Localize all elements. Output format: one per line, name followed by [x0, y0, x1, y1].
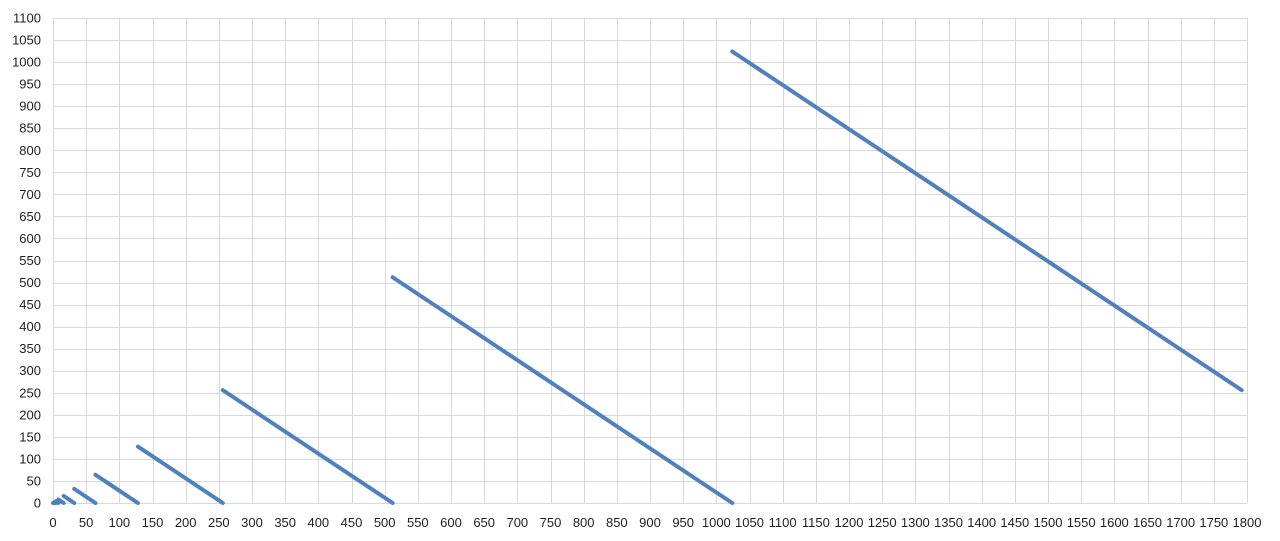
x-tick-label: 450 — [341, 515, 363, 530]
x-tick-label: 1300 — [901, 515, 930, 530]
x-tick-label: 1750 — [1199, 515, 1228, 530]
y-tick-label: 350 — [19, 341, 41, 356]
x-tick-label: 350 — [274, 515, 296, 530]
x-tick-label: 750 — [540, 515, 562, 530]
y-tick-label: 650 — [19, 209, 41, 224]
axes: 0501001502002503003504004505005506006507… — [12, 11, 1261, 531]
y-tick-label: 150 — [19, 429, 41, 444]
x-tick-label: 200 — [175, 515, 197, 530]
y-tick-label: 500 — [19, 275, 41, 290]
y-tick-label: 1000 — [12, 55, 41, 70]
x-tick-label: 500 — [374, 515, 396, 530]
x-tick-label: 700 — [506, 515, 528, 530]
y-tick-label: 1050 — [12, 33, 41, 48]
x-tick-label: 1400 — [967, 515, 996, 530]
y-tick-label: 900 — [19, 99, 41, 114]
x-tick-label: 1700 — [1166, 515, 1195, 530]
x-tick-label: 650 — [473, 515, 495, 530]
y-tick-label: 800 — [19, 143, 41, 158]
y-tick-label: 200 — [19, 407, 41, 422]
x-tick-label: 1100 — [769, 515, 797, 530]
y-tick-label: 550 — [19, 253, 41, 268]
series-line-segment — [390, 275, 735, 505]
y-tick-label: 100 — [19, 451, 41, 466]
x-tick-label: 1050 — [735, 515, 764, 530]
grid — [53, 18, 1248, 504]
x-tick-label: 1550 — [1067, 515, 1096, 530]
x-tick-label: 800 — [573, 515, 595, 530]
x-tick-label: 50 — [79, 515, 93, 530]
y-tick-label: 400 — [19, 319, 41, 334]
x-tick-label: 1600 — [1100, 515, 1129, 530]
series-line-segment — [56, 497, 66, 505]
series — [51, 49, 1244, 505]
x-tick-label: 1650 — [1133, 515, 1162, 530]
x-tick-label: 900 — [639, 515, 661, 530]
series-line-segment — [220, 388, 395, 505]
x-tick-label: 1000 — [702, 515, 731, 530]
y-tick-label: 700 — [19, 187, 41, 202]
y-tick-label: 750 — [19, 165, 41, 180]
y-tick-label: 0 — [34, 496, 41, 511]
y-tick-label: 850 — [19, 121, 41, 136]
y-tick-label: 300 — [19, 363, 41, 378]
x-tick-label: 100 — [108, 515, 130, 530]
series-line-segment — [93, 472, 140, 505]
x-tick-label: 950 — [672, 515, 694, 530]
y-tick-label: 950 — [19, 77, 41, 92]
x-tick-label: 250 — [208, 515, 230, 530]
x-tick-label: 1500 — [1034, 515, 1063, 530]
series-line-segment — [135, 444, 225, 505]
x-tick-label: 600 — [440, 515, 462, 530]
y-tick-label: 1100 — [13, 11, 41, 26]
x-tick-label: 150 — [142, 515, 164, 530]
series-line-segment — [72, 486, 98, 505]
x-tick-label: 1250 — [868, 515, 897, 530]
x-tick-label: 400 — [307, 515, 329, 530]
y-tick-label: 250 — [19, 385, 41, 400]
series-line-segment — [61, 493, 77, 505]
y-tick-label: 50 — [27, 473, 41, 488]
x-tick-label: 1150 — [802, 515, 830, 530]
y-tick-label: 450 — [19, 297, 41, 312]
x-tick-label: 550 — [407, 515, 429, 530]
x-tick-label: 1800 — [1233, 515, 1262, 530]
y-tick-label: 600 — [19, 231, 41, 246]
x-tick-label: 1200 — [835, 515, 864, 530]
x-tick-label: 300 — [241, 515, 263, 530]
series-line-segment — [53, 499, 61, 505]
x-tick-label: 1450 — [1000, 515, 1029, 530]
x-tick-label: 0 — [49, 515, 56, 530]
x-tick-label: 1350 — [934, 515, 963, 530]
x-tick-label: 850 — [606, 515, 628, 530]
series-line-segment — [730, 49, 1244, 393]
